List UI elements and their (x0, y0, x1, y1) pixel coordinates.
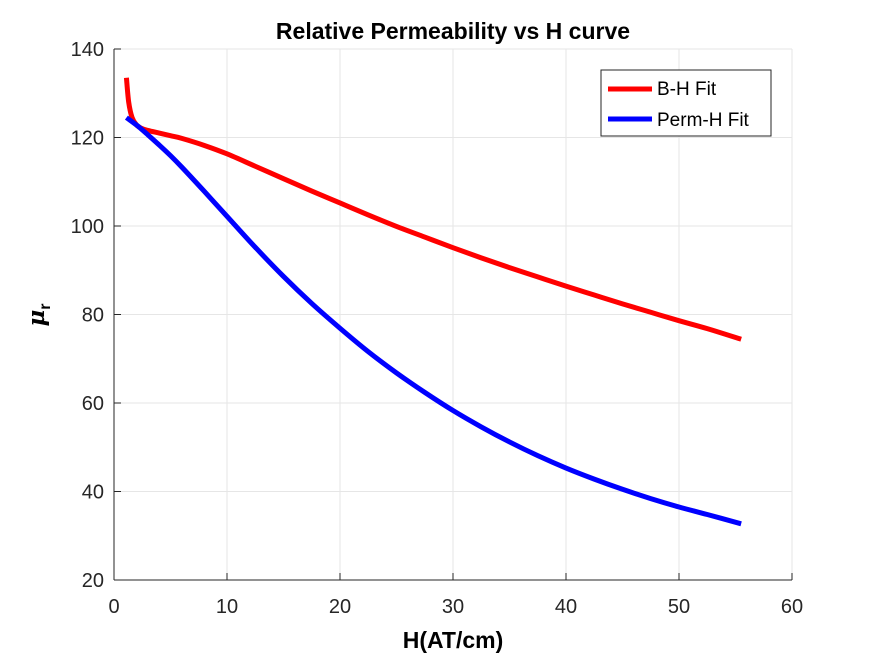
x-tick-label: 40 (555, 596, 577, 618)
y-tick-label: 20 (82, 570, 104, 592)
y-tick-label: 60 (82, 393, 104, 415)
x-tick-label: 60 (781, 596, 803, 618)
ticks: 0 10 20 30 40 50 60 20 40 60 80 100 120 140 (71, 39, 804, 618)
y-tick-label: 140 (71, 39, 104, 61)
x-tick-label: 10 (216, 596, 238, 618)
y-tick-label: 120 (71, 128, 104, 150)
y-axis-label-symbol: μ (23, 310, 50, 327)
y-axis-label-subscript: r (37, 303, 54, 309)
legend: B-H Fit Perm-H Fit (600, 69, 772, 137)
x-tick-label: 20 (329, 596, 351, 618)
y-tick-label: 80 (82, 305, 104, 327)
chart-title: Relative Permeability vs H curve (276, 18, 630, 44)
x-tick-label: 50 (668, 596, 690, 618)
y-tick-label: 40 (82, 482, 104, 504)
legend-label-perm-h-fit: Perm-H Fit (657, 110, 750, 131)
series-layer (123, 77, 742, 527)
x-axis-label: H(AT/cm) (403, 627, 504, 653)
x-tick-label: 0 (108, 596, 119, 618)
legend-label-bh-fit: B-H Fit (657, 79, 717, 100)
y-axis-label: μr (23, 303, 54, 326)
x-tick-label: 30 (442, 596, 464, 618)
series-line-perm-h-fit (124, 115, 742, 527)
y-tick-label: 100 (71, 216, 104, 238)
legend-box (600, 69, 772, 137)
